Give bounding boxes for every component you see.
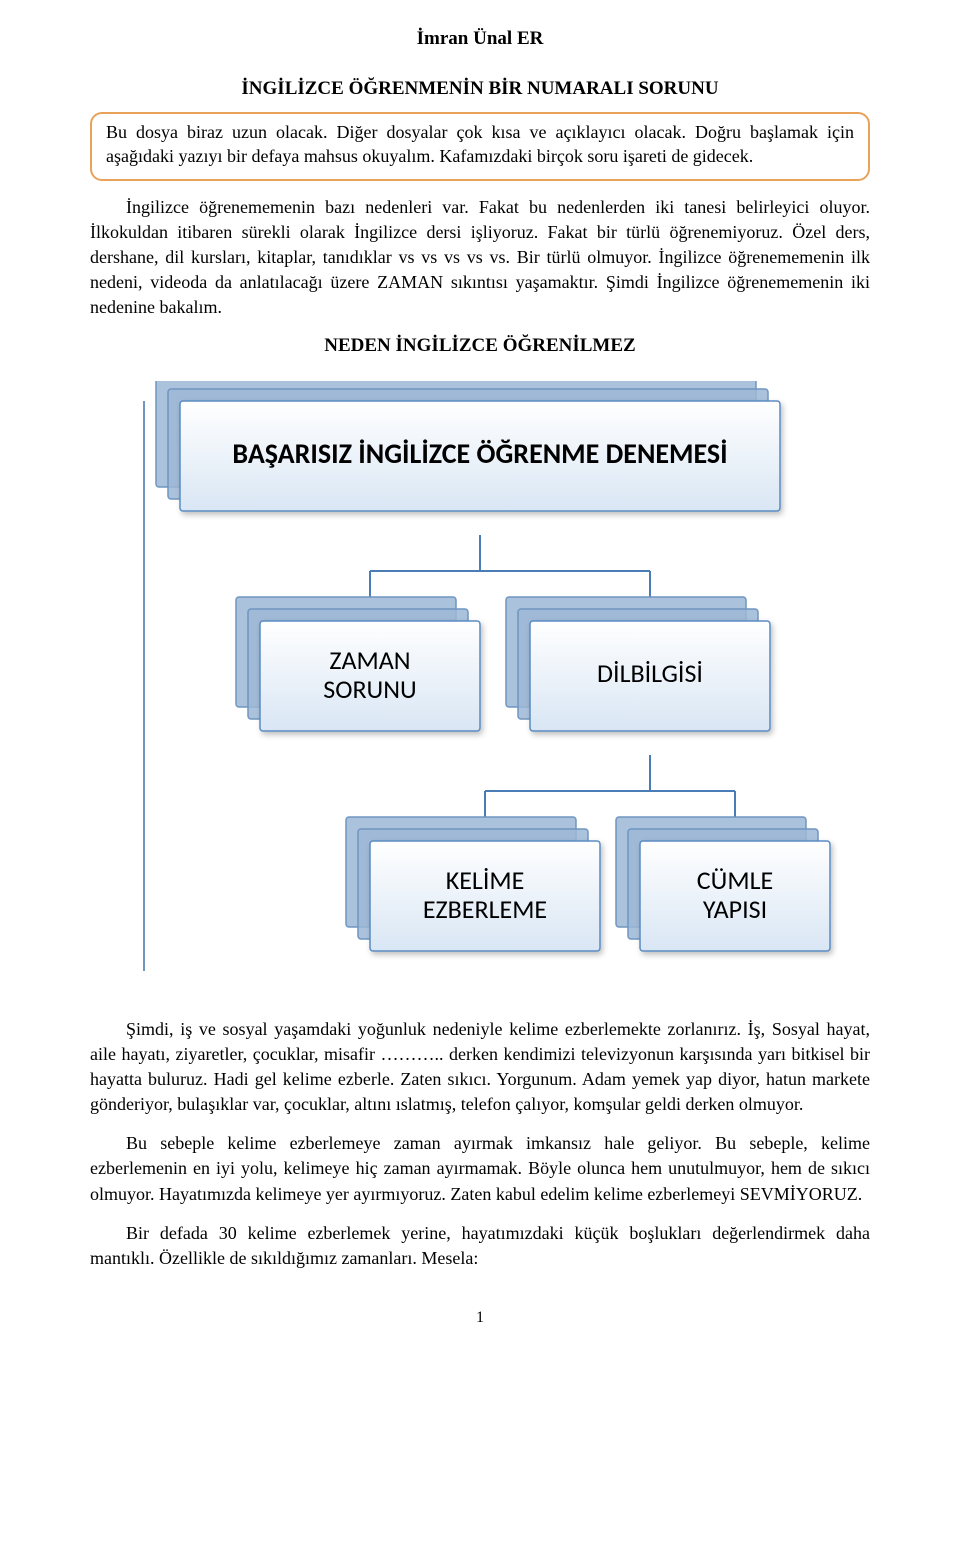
svg-text:SORUNU: SORUNU: [323, 672, 416, 704]
callout-text: Bu dosya biraz uzun olacak. Diğer dosyal…: [106, 122, 854, 166]
document-title: İNGİLİZCE ÖĞRENMENİN BİR NUMARALI SORUNU: [90, 78, 870, 100]
author-name: İmran Ünal ER: [90, 28, 870, 50]
svg-text:ZAMAN: ZAMAN: [329, 644, 410, 676]
paragraph-3: Bu sebeple kelime ezberlemeye zaman ayır…: [90, 1131, 870, 1207]
callout-box: Bu dosya biraz uzun olacak. Diğer dosyal…: [90, 112, 870, 181]
svg-text:CÜMLE: CÜMLE: [697, 864, 773, 896]
section-title: NEDEN İNGİLİZCE ÖĞRENİLMEZ: [90, 335, 870, 357]
svg-text:EZBERLEME: EZBERLEME: [423, 892, 547, 924]
svg-text:YAPISI: YAPISI: [703, 892, 767, 924]
svg-text:KELİME: KELİME: [446, 864, 525, 896]
hierarchy-diagram: BAŞARISIZ İNGİLİZCE ÖĞRENME DENEMESİ ZAMA…: [120, 381, 840, 981]
svg-text:DİLBİLGİSİ: DİLBİLGİSİ: [597, 657, 703, 689]
paragraph-1: İngilizce öğrenememenin bazı nedenleri v…: [90, 195, 870, 321]
paragraph-2: Şimdi, iş ve sosyal yaşamdaki yoğunluk n…: [90, 1017, 870, 1118]
svg-text:BAŞARISIZ İNGİLİZCE ÖĞRENME DE: BAŞARISIZ İNGİLİZCE ÖĞRENME DENEMESİ: [232, 435, 727, 470]
paragraph-4: Bir defada 30 kelime ezberlemek yerine, …: [90, 1221, 870, 1271]
page-number: 1: [90, 1309, 870, 1327]
